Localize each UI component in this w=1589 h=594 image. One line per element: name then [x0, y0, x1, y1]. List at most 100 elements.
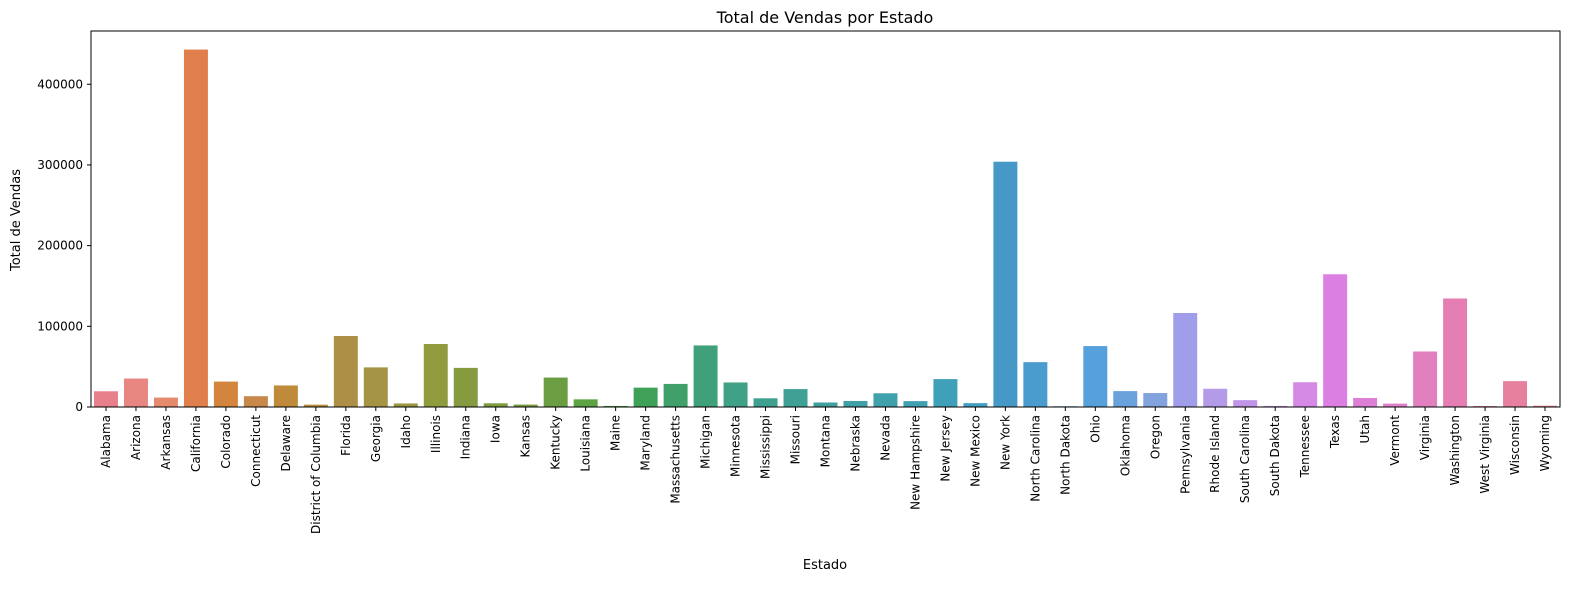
bar-kentucky — [543, 377, 568, 407]
bar-colorado — [213, 381, 238, 407]
bar-ohio — [1083, 346, 1108, 407]
x-tick-label: Pennsylvania — [1178, 415, 1192, 494]
bar-florida — [333, 336, 358, 407]
bar-washington — [1443, 298, 1468, 407]
x-tick-label: North Dakota — [1058, 415, 1072, 495]
x-tick-label: Ohio — [1088, 415, 1102, 443]
x-tick-label: Colorado — [219, 415, 233, 469]
bar-new-hampshire — [903, 401, 928, 407]
x-tick-label: Washington — [1448, 415, 1462, 486]
bar-arkansas — [153, 397, 178, 407]
y-tick-label: 100000 — [37, 319, 83, 333]
bar-montana — [813, 402, 838, 407]
bar-district-of-columbia — [303, 404, 328, 407]
bar-nevada — [873, 393, 898, 407]
y-axis: 0 100000 200000 300000 400000 — [37, 77, 91, 414]
x-tick-label: Oklahoma — [1118, 415, 1132, 476]
x-tick-label: Virginia — [1418, 415, 1432, 460]
x-tick-label: Indiana — [459, 415, 473, 459]
bar-oregon — [1143, 393, 1168, 407]
x-tick-label: Wyoming — [1538, 415, 1552, 471]
x-tick-label: Arkansas — [159, 415, 173, 470]
y-axis-label: Total de Vendas — [9, 169, 24, 272]
x-tick-label: Georgia — [369, 415, 383, 462]
x-axis-label: Estado — [803, 558, 847, 573]
bar-alabama — [94, 391, 118, 407]
bar-kansas — [513, 404, 538, 407]
x-tick-label: Kansas — [519, 415, 533, 457]
y-tick-label: 400000 — [37, 77, 83, 91]
x-tick-label: New Hampshire — [908, 415, 922, 510]
x-tick-label: New York — [998, 415, 1012, 470]
x-tick-label: Alabama — [99, 415, 113, 468]
x-tick-label: Idaho — [399, 415, 413, 448]
x-tick-label: Minnesota — [729, 415, 743, 477]
bar-maine — [603, 405, 628, 407]
x-tick-label: Louisiana — [579, 415, 593, 472]
bar-california — [183, 49, 208, 408]
x-tick-label: Tennessee — [1298, 415, 1312, 479]
bar-missouri — [783, 389, 808, 407]
x-tick-label: Connecticut — [249, 415, 263, 487]
x-tick-label: Florida — [339, 415, 353, 456]
bar-michigan — [693, 345, 718, 407]
bar-georgia — [363, 367, 388, 407]
x-axis: Alabama Arizona Arkansas California Colorado… — [99, 407, 1552, 534]
bar-new-jersey — [933, 379, 958, 407]
x-tick-label: Montana — [819, 415, 833, 467]
x-tick-label: Illinois — [429, 415, 443, 453]
bar-illinois — [423, 343, 448, 407]
x-tick-label: New Jersey — [938, 415, 952, 482]
bar-iowa — [483, 403, 508, 407]
y-tick-label: 300000 — [37, 158, 83, 172]
bar-wisconsin — [1503, 381, 1528, 407]
x-tick-label: Missouri — [789, 415, 803, 464]
bar-tennessee — [1293, 382, 1318, 407]
bar-oklahoma — [1113, 391, 1138, 407]
x-tick-label: California — [189, 415, 203, 472]
x-tick-label: South Dakota — [1268, 415, 1282, 496]
x-tick-label: Mississippi — [759, 415, 773, 479]
x-tick-label: Texas — [1328, 415, 1342, 449]
bar-louisiana — [573, 399, 598, 407]
bar-pennsylvania — [1173, 313, 1198, 407]
plot-frame — [90, 30, 1561, 408]
bar-new-york — [993, 161, 1018, 407]
x-tick-label: Iowa — [489, 415, 503, 443]
x-tick-label: Massachusetts — [669, 415, 683, 504]
x-tick-label: North Carolina — [1028, 415, 1042, 502]
y-tick-label: 0 — [75, 400, 83, 414]
bar-idaho — [393, 403, 418, 407]
bar-vermont — [1383, 403, 1408, 407]
chart-title: Total de Vendas por Estado — [716, 8, 934, 27]
x-tick-label: Maryland — [639, 415, 653, 471]
x-tick-label: Utah — [1358, 415, 1372, 443]
bar-minnesota — [723, 382, 748, 407]
x-tick-label: Vermont — [1388, 415, 1402, 466]
bar-new-mexico — [963, 403, 988, 407]
bar-delaware — [273, 385, 298, 407]
x-tick-label: Wisconsin — [1508, 415, 1522, 475]
y-tick-label: 200000 — [37, 239, 83, 253]
bar-texas — [1323, 274, 1348, 407]
bar-connecticut — [243, 396, 268, 407]
bar-wyoming — [1533, 405, 1557, 407]
x-tick-label: West Virginia — [1478, 415, 1492, 494]
bar-virginia — [1413, 351, 1438, 407]
bar-south-carolina — [1233, 400, 1258, 407]
bars-layer — [94, 49, 1557, 408]
bar-maryland — [633, 387, 658, 407]
bar-north-carolina — [1023, 362, 1048, 407]
bar-south-dakota — [1263, 405, 1288, 407]
bar-nebraska — [843, 400, 868, 407]
x-tick-label: Michigan — [699, 415, 713, 469]
x-tick-label: South Carolina — [1238, 415, 1252, 503]
x-tick-label: Nebraska — [848, 415, 862, 472]
x-tick-label: District of Columbia — [309, 415, 323, 534]
x-tick-label: Oregon — [1148, 415, 1162, 459]
x-tick-label: Rhode Island — [1208, 415, 1222, 493]
bar-utah — [1353, 397, 1378, 407]
bar-arizona — [123, 378, 148, 407]
